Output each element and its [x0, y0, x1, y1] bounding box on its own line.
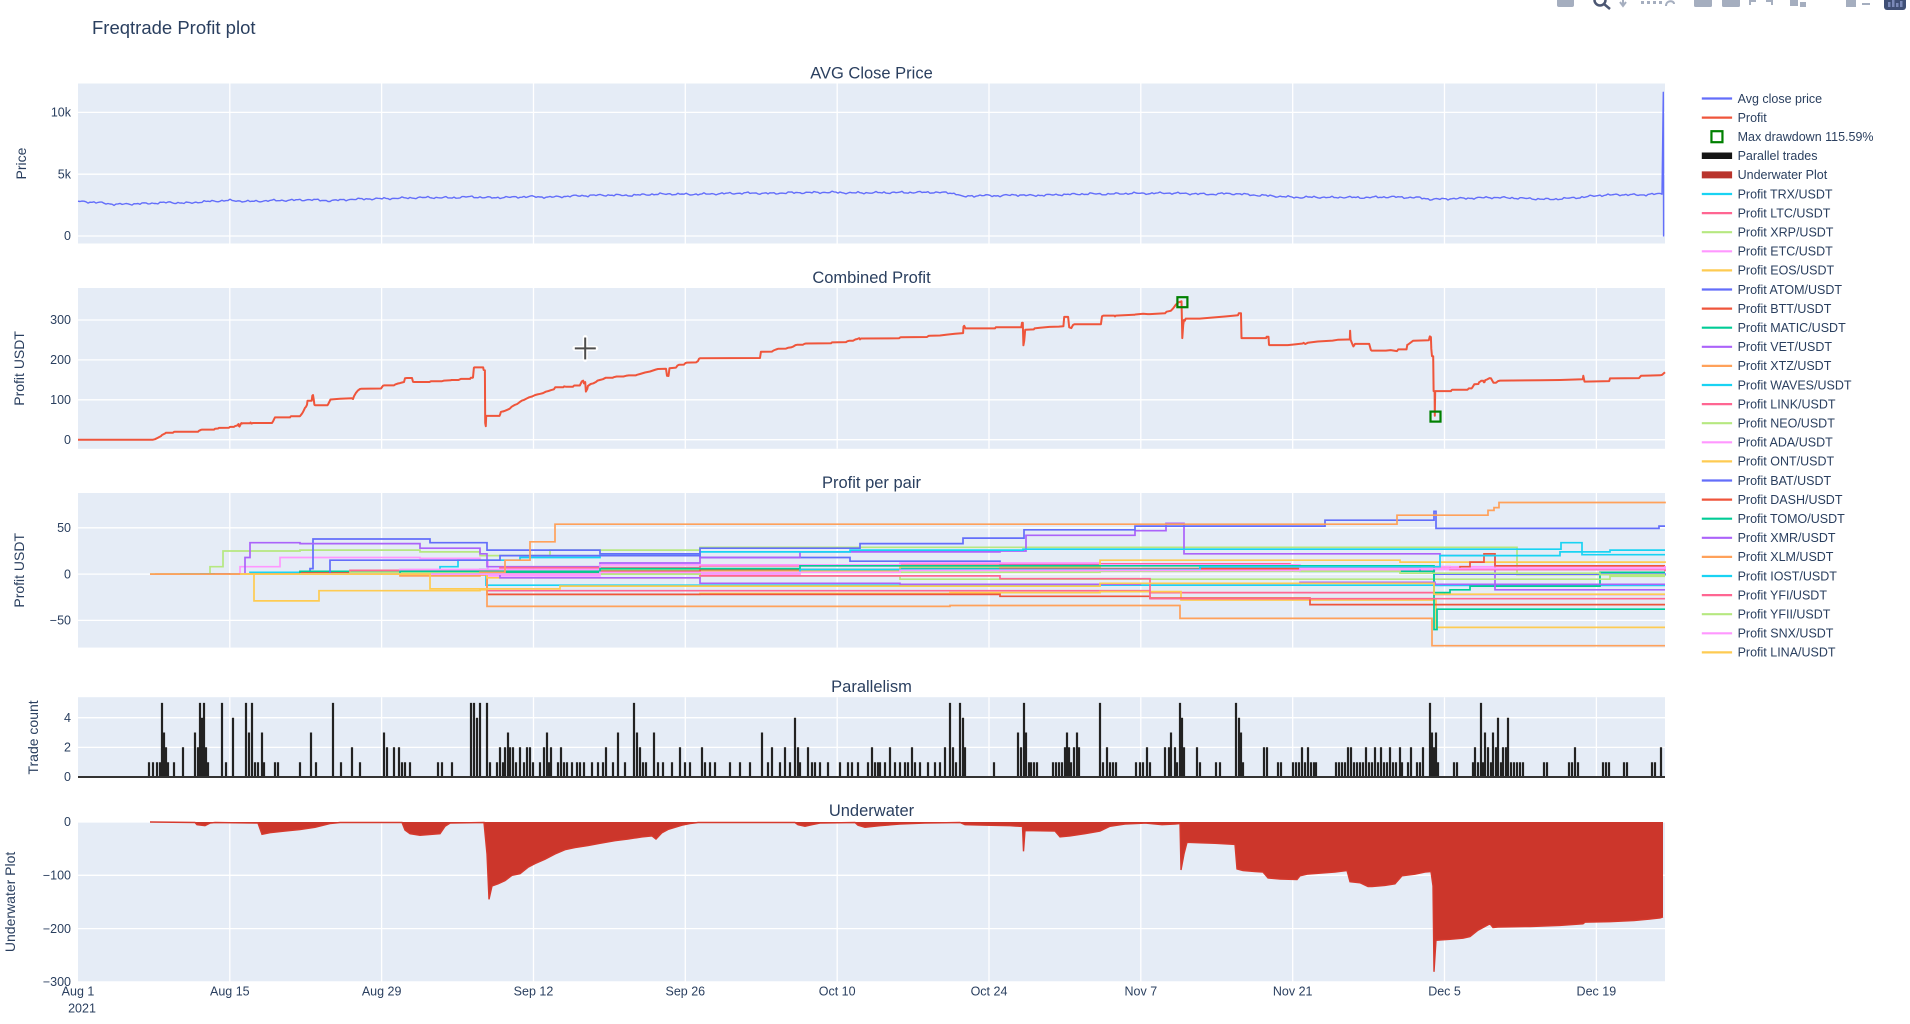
svg-text:50: 50: [57, 521, 71, 535]
svg-text:Profit ETC/USDT: Profit ETC/USDT: [1738, 245, 1834, 259]
svg-text:−300: −300: [43, 975, 71, 989]
svg-text:Profit TRX/USDT: Profit TRX/USDT: [1738, 187, 1833, 201]
svg-text:Freqtrade Profit plot: Freqtrade Profit plot: [92, 17, 256, 38]
svg-text:Profit YFII/USDT: Profit YFII/USDT: [1738, 608, 1831, 622]
svg-text:Dec 5: Dec 5: [1428, 985, 1461, 999]
svg-text:0: 0: [64, 229, 71, 243]
svg-text:200: 200: [50, 353, 71, 367]
svg-text:Dec 19: Dec 19: [1577, 985, 1617, 999]
svg-text:Underwater: Underwater: [829, 802, 915, 820]
svg-text:Max drawdown 115.59%: Max drawdown 115.59%: [1738, 130, 1874, 144]
svg-text:Combined Profit: Combined Profit: [812, 269, 931, 287]
svg-text:Profit IOST/USDT: Profit IOST/USDT: [1738, 569, 1838, 583]
svg-text:0: 0: [64, 567, 71, 581]
svg-text:Aug 15: Aug 15: [210, 985, 250, 999]
svg-text:Profit VET/USDT: Profit VET/USDT: [1738, 340, 1833, 354]
svg-text:2021: 2021: [68, 1002, 96, 1016]
svg-text:Profit MATIC/USDT: Profit MATIC/USDT: [1738, 321, 1846, 335]
svg-text:5k: 5k: [58, 167, 72, 181]
svg-text:0: 0: [64, 815, 71, 829]
svg-text:−100: −100: [43, 869, 71, 883]
svg-text:Profit EOS/USDT: Profit EOS/USDT: [1738, 264, 1835, 278]
svg-text:Profit: Profit: [1738, 111, 1768, 125]
svg-text:Profit BTT/USDT: Profit BTT/USDT: [1738, 302, 1832, 316]
svg-text:Trade count: Trade count: [25, 700, 41, 774]
svg-text:Profit LTC/USDT: Profit LTC/USDT: [1738, 206, 1831, 220]
svg-text:Profit ONT/USDT: Profit ONT/USDT: [1738, 455, 1835, 469]
svg-text:Oct 24: Oct 24: [971, 985, 1008, 999]
svg-text:Sep 12: Sep 12: [514, 985, 554, 999]
svg-text:Profit per pair: Profit per pair: [822, 474, 922, 492]
svg-text:Profit LINK/USDT: Profit LINK/USDT: [1738, 397, 1836, 411]
svg-text:0: 0: [64, 770, 71, 784]
svg-text:Parallel trades: Parallel trades: [1738, 149, 1818, 163]
svg-text:Oct 10: Oct 10: [819, 985, 856, 999]
svg-text:Profit XLM/USDT: Profit XLM/USDT: [1738, 550, 1834, 564]
svg-text:−50: −50: [50, 614, 71, 628]
svg-text:100: 100: [50, 393, 71, 407]
svg-text:Profit ADA/USDT: Profit ADA/USDT: [1738, 436, 1834, 450]
svg-text:Profit BAT/USDT: Profit BAT/USDT: [1738, 474, 1832, 488]
svg-text:Profit USDT: Profit USDT: [11, 331, 27, 406]
svg-text:Profit WAVES/USDT: Profit WAVES/USDT: [1738, 378, 1852, 392]
svg-text:Sep 26: Sep 26: [666, 985, 706, 999]
svg-text:Profit NEO/USDT: Profit NEO/USDT: [1738, 417, 1836, 431]
svg-text:Avg close price: Avg close price: [1738, 92, 1823, 106]
svg-text:Profit XMR/USDT: Profit XMR/USDT: [1738, 531, 1836, 545]
svg-text:Underwater Plot: Underwater Plot: [2, 852, 18, 952]
svg-text:Profit SNX/USDT: Profit SNX/USDT: [1738, 627, 1834, 641]
svg-text:Aug 29: Aug 29: [362, 985, 402, 999]
svg-text:Underwater Plot: Underwater Plot: [1738, 168, 1828, 182]
svg-text:10k: 10k: [51, 106, 72, 120]
svg-text:−200: −200: [43, 922, 71, 936]
svg-text:Profit XRP/USDT: Profit XRP/USDT: [1738, 226, 1834, 240]
svg-text:Parallelism: Parallelism: [831, 678, 912, 696]
svg-text:Profit TOMO/USDT: Profit TOMO/USDT: [1738, 512, 1846, 526]
svg-text:Profit LINA/USDT: Profit LINA/USDT: [1738, 646, 1836, 660]
svg-text:Profit DASH/USDT: Profit DASH/USDT: [1738, 493, 1843, 507]
svg-text:Price: Price: [13, 147, 29, 179]
svg-text:Profit XTZ/USDT: Profit XTZ/USDT: [1738, 359, 1832, 373]
svg-text:Aug 1: Aug 1: [62, 985, 95, 999]
svg-text:Profit USDT: Profit USDT: [11, 533, 27, 608]
svg-text:AVG Close Price: AVG Close Price: [810, 65, 933, 83]
svg-text:Profit YFI/USDT: Profit YFI/USDT: [1738, 588, 1828, 602]
svg-text:0: 0: [64, 433, 71, 447]
svg-text:Profit ATOM/USDT: Profit ATOM/USDT: [1738, 283, 1843, 297]
svg-text:4: 4: [64, 711, 71, 725]
svg-text:300: 300: [50, 313, 71, 327]
svg-text:2: 2: [64, 741, 71, 755]
svg-text:Nov 21: Nov 21: [1273, 985, 1313, 999]
svg-text:Nov 7: Nov 7: [1125, 985, 1158, 999]
